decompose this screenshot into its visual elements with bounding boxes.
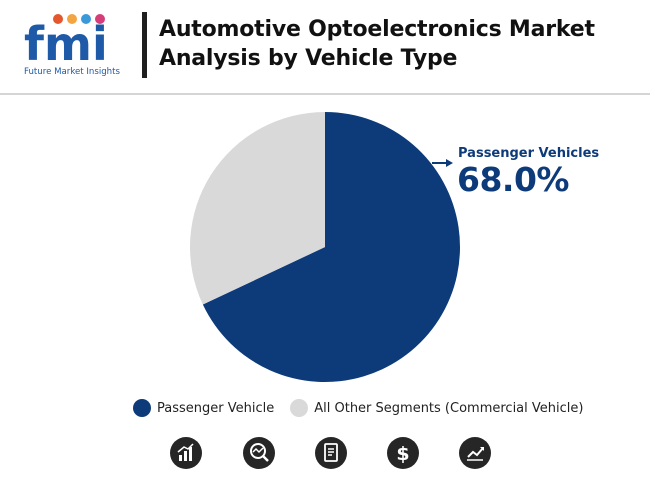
bar-chart-icon	[170, 437, 202, 469]
logo-dot-1	[53, 14, 63, 24]
pie-slice-passenger-vehicle	[202, 112, 461, 382]
logo-dot-3	[81, 14, 91, 24]
pie-slice-other-segments	[189, 112, 325, 305]
legend-swatch-other	[290, 399, 309, 417]
growth-chart-icon	[459, 437, 491, 469]
header: fmi Future Market Insights Automotive Op…	[0, 0, 650, 93]
logo-dot-2	[67, 14, 77, 24]
legend-swatch-passenger	[133, 399, 151, 417]
page-title: Automotive Optoelectronics Market Analys…	[159, 17, 595, 71]
legend-label-other: All Other Segments (Commercial Vehicle)	[314, 400, 584, 416]
magnifier-chart-icon	[243, 437, 275, 469]
callout-label: Passenger Vehicles	[458, 146, 600, 161]
svg-text:$: $	[396, 443, 409, 465]
logo-subtitle: Future Market Insights	[24, 67, 120, 77]
title-accent-bar	[142, 12, 147, 78]
pie-chart	[189, 112, 461, 382]
header-divider	[0, 93, 650, 95]
logo-wordmark: fmi	[24, 17, 108, 71]
callout-value: 68.0%	[457, 160, 570, 199]
fmi-logo: fmi Future Market Insights	[24, 14, 120, 77]
legend: Passenger Vehicle All Other Segments (Co…	[133, 398, 599, 418]
dollar-icon: $	[387, 437, 419, 469]
footer-icons: $	[0, 437, 650, 471]
legend-item-other: All Other Segments (Commercial Vehicle)	[290, 399, 583, 417]
report-icon	[315, 437, 347, 469]
legend-item-passenger: Passenger Vehicle	[133, 399, 274, 417]
logo-dot-4	[95, 14, 105, 24]
legend-label-passenger: Passenger Vehicle	[157, 400, 275, 416]
callout-arrow-icon	[446, 159, 453, 167]
